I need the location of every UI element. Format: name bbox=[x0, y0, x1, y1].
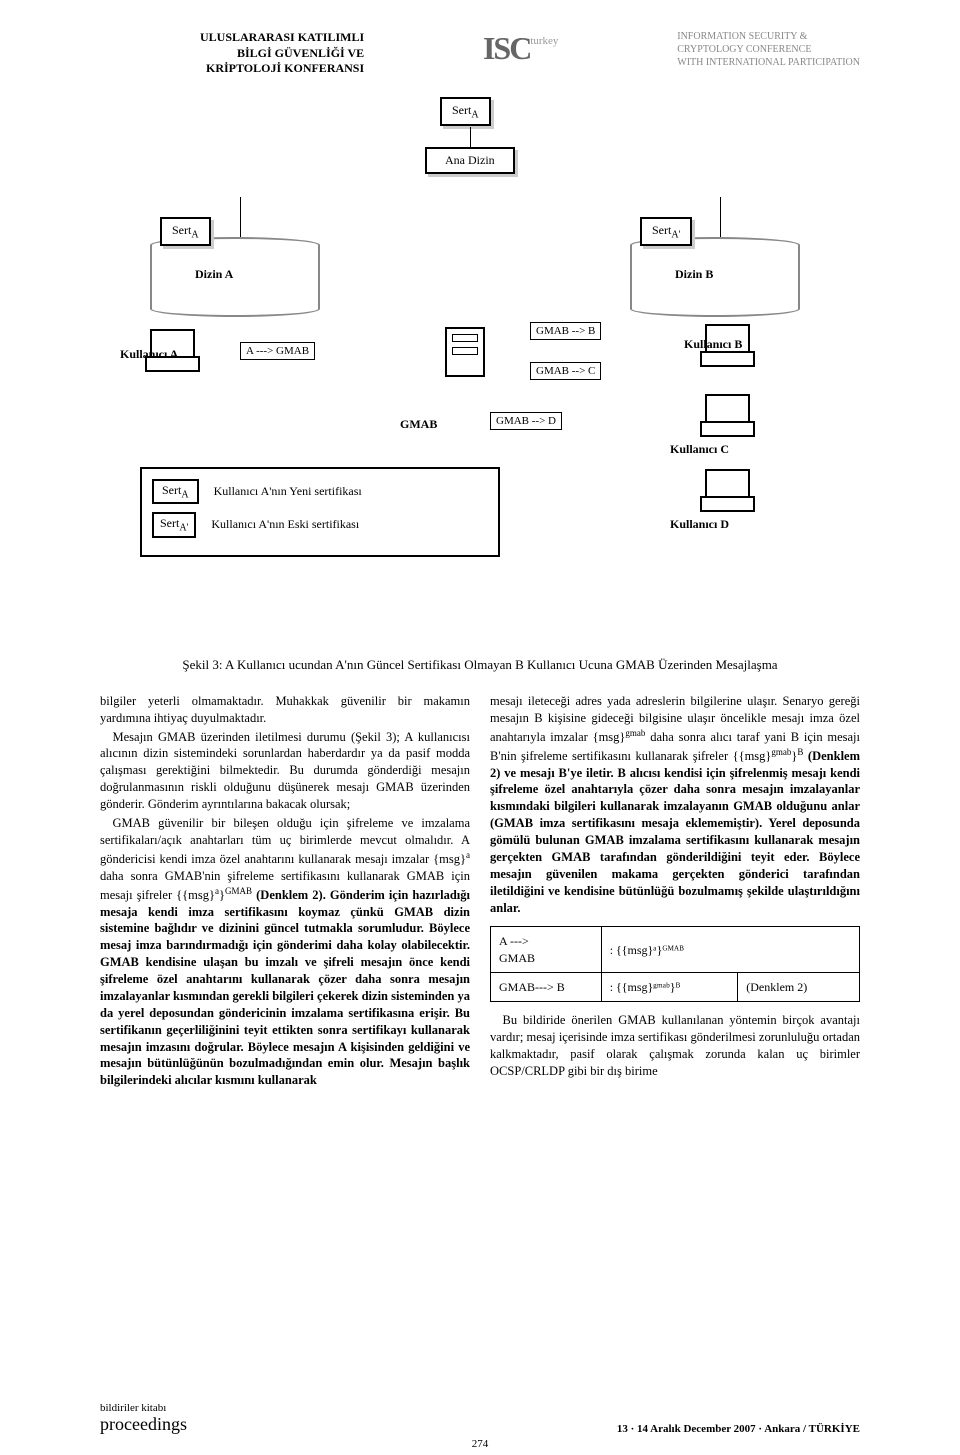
table-r1c1: A ---> GMAB bbox=[491, 927, 602, 972]
serta-right-box: SertA' bbox=[640, 217, 692, 246]
header-left-line2: BİLGİ GÜVENLİĞİ VE bbox=[200, 46, 364, 62]
page-footer: bildiriler kitabı proceedings 13 · 14 Ar… bbox=[0, 1402, 960, 1435]
header-right: INFORMATION SECURITY & CRYPTOLOGY CONFER… bbox=[677, 30, 860, 69]
body-text: bilgiler yeterli olmamaktadır. Muhakkak … bbox=[0, 693, 960, 1089]
sert-a2-small: SertA' bbox=[152, 512, 196, 537]
kullanici-b-label: Kullanıcı B bbox=[684, 337, 742, 352]
msg-gmab-b: GMAB --> B bbox=[530, 322, 601, 340]
msg-a-gmab: A ---> GMAB bbox=[240, 342, 315, 360]
logo: ISC turkey bbox=[483, 30, 558, 67]
computer-d-icon bbox=[700, 467, 755, 512]
network-diagram: SertA Ana Dizin SertA Dizin A SertA' Diz… bbox=[100, 97, 860, 637]
computer-c-icon bbox=[700, 392, 755, 437]
yeni-sert-label: Kullanıcı A'nın Yeni sertifikası bbox=[214, 484, 362, 499]
serta-left-box: SertA bbox=[160, 217, 211, 246]
kullanici-d-label: Kullanıcı D bbox=[670, 517, 729, 532]
gmab-server-icon bbox=[445, 327, 485, 377]
kullanici-a-label: Kullanıcı A bbox=[120, 347, 178, 362]
kullanici-c-label: Kullanıcı C bbox=[670, 442, 729, 457]
left-p3: GMAB güvenilir bir bileşen olduğu için ş… bbox=[100, 815, 470, 1089]
right-p2: Bu bildiride önerilen GMAB kullanılanan … bbox=[490, 1012, 860, 1080]
msg-gmab-d: GMAB --> D bbox=[490, 412, 562, 430]
logo-prefix: ISC bbox=[483, 30, 530, 67]
header-right-line3: WITH INTERNATIONAL PARTICIPATION bbox=[677, 56, 860, 69]
header-left: ULUSLARARASI KATILIMLI BİLGİ GÜVENLİĞİ V… bbox=[200, 30, 364, 77]
footer-right: 13 · 14 Aralık December 2007 · Ankara / … bbox=[617, 1423, 860, 1435]
table-r2c3: (Denklem 2) bbox=[738, 972, 860, 1001]
dizin-b-cylinder bbox=[630, 237, 800, 317]
right-column: mesajı ileteceği adres yada adreslerin b… bbox=[490, 693, 860, 1089]
right-p1: mesajı ileteceği adres yada adreslerin b… bbox=[490, 693, 860, 917]
eski-sert-label: Kullanıcı A'nın Eski sertifikası bbox=[211, 517, 359, 532]
ana-dizin-box: Ana Dizin bbox=[425, 147, 515, 174]
page-header: ULUSLARARASI KATILIMLI BİLGİ GÜVENLİĞİ V… bbox=[0, 0, 960, 87]
sert-a-small: SertA bbox=[152, 479, 199, 504]
denklem-table: A ---> GMAB : {{msg}ᵃ}ᴳᴹᴬᴮ GMAB---> B : … bbox=[490, 926, 860, 1002]
cert-box: SertA Kullanıcı A'nın Yeni sertifikası S… bbox=[140, 467, 500, 557]
serta-box: SertA bbox=[440, 97, 491, 126]
header-right-line2: CRYPTOLOGY CONFERENCE bbox=[677, 43, 860, 56]
header-left-line1: ULUSLARARASI KATILIMLI bbox=[200, 30, 364, 46]
left-p1: bilgiler yeterli olmamaktadır. Muhakkak … bbox=[100, 693, 470, 727]
header-left-line3: KRİPTOLOJİ KONFERANSI bbox=[200, 61, 364, 77]
footer-left: bildiriler kitabı proceedings bbox=[100, 1402, 187, 1435]
dizin-a-cylinder bbox=[150, 237, 320, 317]
dizin-b-label: Dizin B bbox=[675, 267, 713, 282]
table-r2c1: GMAB---> B bbox=[491, 972, 602, 1001]
footer-left-big: proceedings bbox=[100, 1414, 187, 1435]
table-r2c2: : {{msg}ᵍᵐᵃᵇ}ᴮ bbox=[601, 972, 738, 1001]
page-number: 274 bbox=[0, 1438, 960, 1450]
left-p2: Mesajın GMAB üzerinden iletilmesi durumu… bbox=[100, 729, 470, 813]
dizin-a-label: Dizin A bbox=[195, 267, 233, 282]
left-column: bilgiler yeterli olmamaktadır. Muhakkak … bbox=[100, 693, 470, 1089]
logo-suffix: turkey bbox=[530, 35, 558, 47]
msg-gmab-c: GMAB --> C bbox=[530, 362, 601, 380]
header-right-line1: INFORMATION SECURITY & bbox=[677, 30, 860, 43]
footer-left-small: bildiriler kitabı bbox=[100, 1402, 187, 1414]
gmab-label: GMAB bbox=[400, 417, 437, 432]
table-r1c2: : {{msg}ᵃ}ᴳᴹᴬᴮ bbox=[601, 927, 859, 972]
figure-caption: Şekil 3: A Kullanıcı ucundan A'nın Günce… bbox=[0, 657, 960, 673]
